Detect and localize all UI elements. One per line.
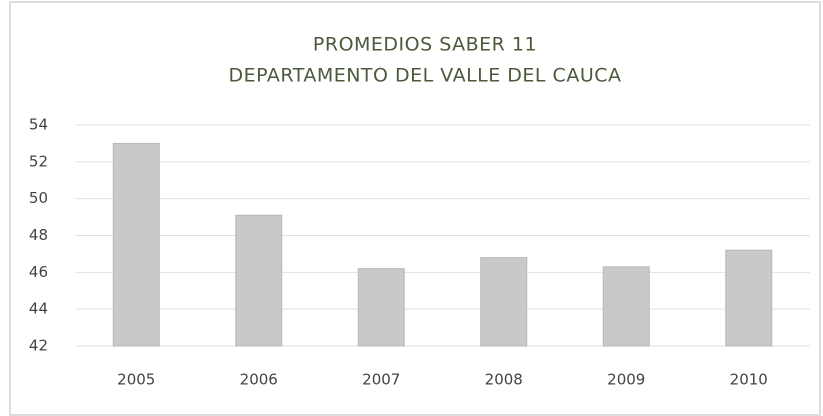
y-tick-label: 44 xyxy=(29,300,48,318)
y-tick-label: 50 xyxy=(29,189,48,207)
x-tick-label: 2005 xyxy=(117,371,155,389)
x-tick-label: 2009 xyxy=(607,371,645,389)
chart-subtitle: DEPARTAMENTO DEL VALLE DEL CAUCA xyxy=(229,65,622,87)
x-tick-label: 2007 xyxy=(362,371,400,389)
bar xyxy=(725,249,773,347)
y-tick-label: 54 xyxy=(29,116,48,134)
bar xyxy=(480,257,528,347)
x-tick-label: 2010 xyxy=(730,371,768,389)
bar xyxy=(602,266,650,347)
y-tick-label: 42 xyxy=(29,337,48,355)
bar xyxy=(235,214,283,347)
x-tick-label: 2008 xyxy=(485,371,523,389)
x-tick-label: 2006 xyxy=(240,371,278,389)
y-tick-label: 52 xyxy=(29,152,48,170)
bar xyxy=(112,142,160,347)
chart-title: PROMEDIOS SABER 11 xyxy=(313,34,537,56)
y-tick-label: 48 xyxy=(29,226,48,244)
bar xyxy=(357,268,405,347)
y-tick-label: 46 xyxy=(29,263,48,281)
